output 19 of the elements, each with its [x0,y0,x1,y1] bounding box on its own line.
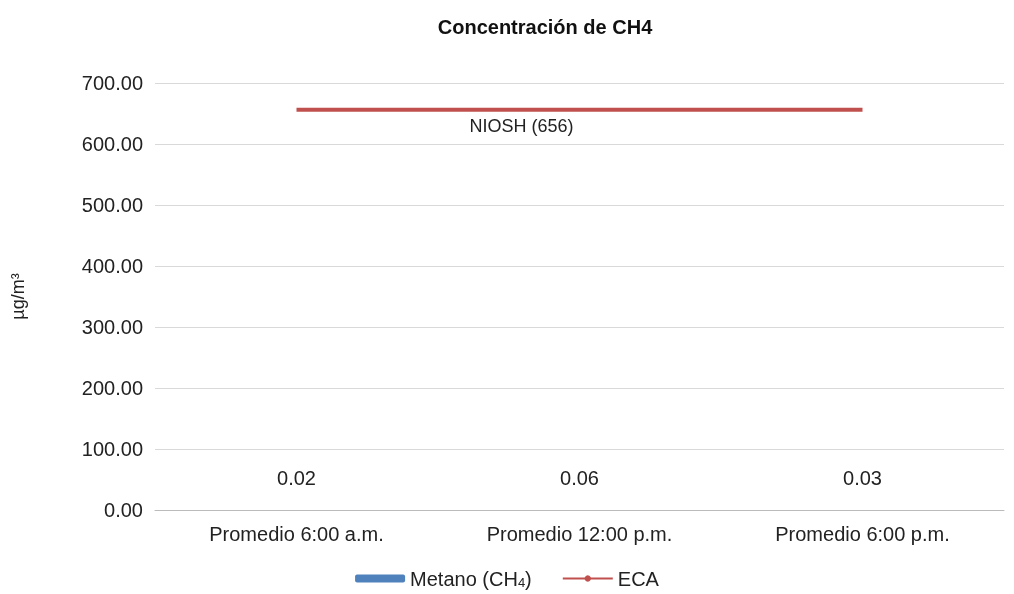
data-label: 0.06 [560,466,599,489]
data-label: 0.03 [843,466,882,489]
legend-label: Metano (CH4) [410,567,532,590]
annotation: NIOSH (656) [469,115,574,136]
legend-label: ECA [617,567,660,590]
x-tick-label: Promedio 6:00 p.m. [775,523,950,545]
y-tick-label: 0.00 [104,499,143,521]
y-tick-label: 700.00 [81,72,143,94]
x-tick-label: Promedio 12:00 p.m. [486,523,673,545]
y-tick-label: 400.00 [81,255,143,277]
y-axis-title: µg/m³ [8,273,28,320]
chart-title: Concentración de CH4 [437,16,654,38]
y-tick-label: 100.00 [81,438,143,460]
x-tick-label: Promedio 6:00 a.m. [209,523,384,545]
y-tick-label: 200.00 [81,377,143,399]
y-tick-label: 500.00 [81,194,143,216]
y-tick-label: 600.00 [81,133,143,155]
data-label: 0.02 [277,466,316,489]
y-tick-label: 300.00 [81,316,143,338]
